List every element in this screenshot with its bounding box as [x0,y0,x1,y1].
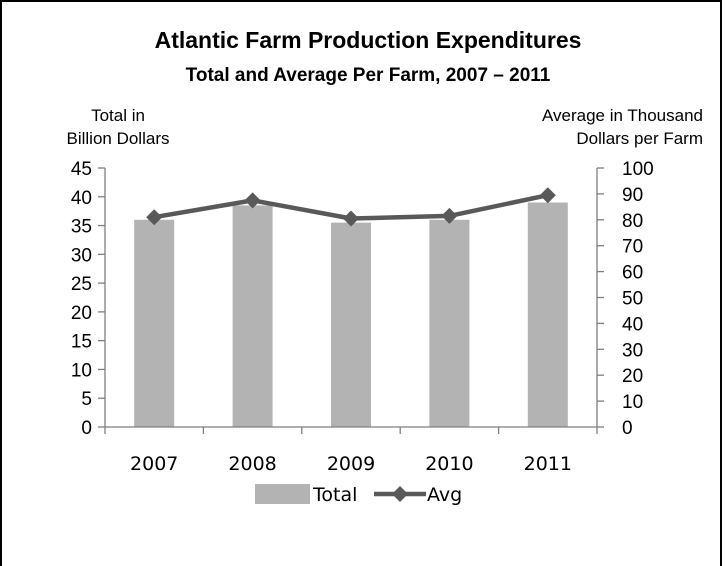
right-tick-label: 90 [622,185,643,206]
bar-total-2010 [429,219,470,427]
chart-subtitle: Total and Average Per Farm, 2007 – 2011 [186,65,551,86]
left-tick-label: 45 [71,159,92,180]
bar-total-2007 [134,219,175,427]
right-tick-label: 60 [622,263,643,284]
chart-title: Atlantic Farm Production Expenditures [155,27,582,53]
x-tick-label-2010: 2010 [425,453,473,475]
bar-total-2008 [232,205,273,427]
right-tick-label: 10 [622,392,643,413]
legend-label-avg: Avg [427,484,462,506]
left-axis-title-line-2: Billion Dollars [67,129,170,148]
right-axis-title-line-1: Average in Thousand [542,106,703,125]
left-tick-label: 20 [71,303,92,324]
bar-total-2009 [331,222,371,427]
right-axis-title-line-2: Dollars per Farm [576,129,703,148]
right-tick-label: 20 [622,366,643,387]
x-tick-label-2011: 2011 [524,453,572,475]
x-tick-label-2009: 2009 [327,453,375,475]
left-tick-label: 5 [81,389,92,410]
avg-marker-2007 [146,209,163,226]
plot-area: 0 5 10 15 20 25 30 35 40 45 0 10 20 30 40 50 60 70 80 90 100… [71,159,654,475]
avg-marker-2010 [441,207,458,224]
right-tick-label: 70 [622,237,643,258]
avg-marker-2011 [539,187,556,204]
x-tick-label-2008: 2008 [228,453,276,475]
legend: Total Avg [255,484,462,506]
legend-swatch-avg-marker [392,486,408,502]
left-tick-label: 10 [71,360,92,381]
right-tick-label: 80 [622,211,643,232]
x-tick-label-2007: 2007 [130,453,178,475]
right-tick-label: 30 [622,340,643,361]
legend-swatch-total [255,484,310,504]
right-tick-label: 100 [622,159,654,180]
right-tick-label: 50 [622,289,643,310]
left-tick-label: 30 [71,245,92,266]
right-tick-label: 0 [622,418,633,439]
left-tick-label: 40 [71,188,92,209]
bar-total-2011 [527,202,568,427]
left-tick-label: 0 [81,418,92,439]
legend-label-total: Total [312,484,357,506]
avg-marker-2008 [244,192,261,209]
left-axis-title-line-1: Total in [91,106,145,125]
avg-marker-2009 [343,210,359,227]
left-tick-label: 15 [71,332,92,353]
left-tick-label: 35 [71,217,92,238]
right-tick-label: 40 [622,314,643,335]
left-tick-label: 25 [71,274,92,295]
